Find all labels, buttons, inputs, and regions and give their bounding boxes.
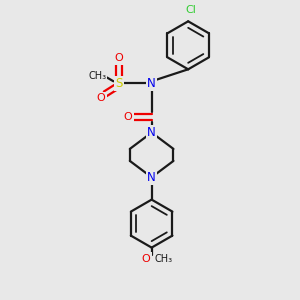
Text: N: N [147,171,156,184]
Text: O: O [142,254,151,263]
Text: N: N [147,126,156,139]
Text: O: O [115,53,123,63]
Text: O: O [97,93,105,103]
Text: Cl: Cl [185,5,196,15]
Text: CH₃: CH₃ [154,254,173,263]
Text: O: O [124,112,133,122]
Text: CH₃: CH₃ [88,71,106,81]
Text: N: N [147,77,156,90]
Text: S: S [115,77,123,90]
